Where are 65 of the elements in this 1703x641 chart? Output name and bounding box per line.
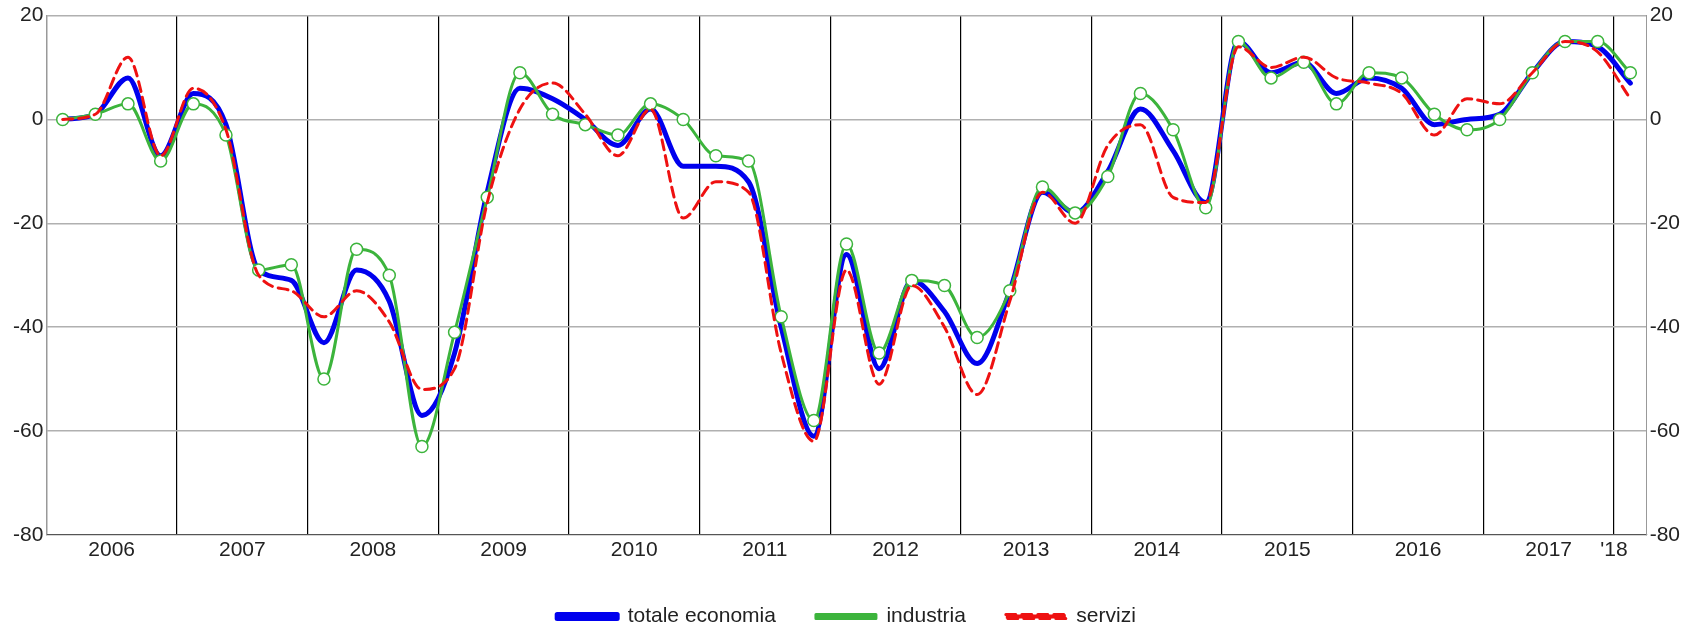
x-tick-label: 2009 [480,537,527,561]
y-tick-label: 20 [19,2,44,26]
point [1590,34,1605,49]
point [807,413,821,428]
point [121,97,135,111]
point [839,237,854,251]
point [382,268,397,282]
point [872,346,886,360]
point [153,154,168,168]
y-tick-label: -60 [12,417,44,441]
y-tick-label: -20 [12,210,44,234]
y-tick-label: -80 [12,521,44,545]
x-tick-label: 2012 [872,537,919,561]
legend-label: servizi [1076,603,1136,627]
y2-tick-label: -80 [1649,521,1681,545]
point [970,330,984,345]
y2-tick-label: -20 [1649,210,1681,234]
point [1460,123,1474,137]
point [1492,112,1507,127]
point [1166,123,1180,137]
point [1264,71,1278,85]
point [1068,206,1082,220]
point [1133,86,1148,101]
point [676,112,690,127]
point [545,107,560,121]
x-tick-label: 2016 [1394,537,1442,561]
point [905,273,919,288]
point [186,97,201,111]
x-tick-label: 2008 [349,537,397,561]
point [317,372,331,386]
y-tick-label: 0 [31,106,44,130]
point [643,97,658,111]
point [415,439,429,454]
point [774,309,788,324]
x-tick-label: 2010 [610,537,658,561]
y2-tick-label: -40 [1649,313,1681,337]
point [1362,65,1376,80]
point [741,154,756,168]
legend-label: industria [886,603,967,627]
point [1101,169,1115,184]
legend-label: totale economia [627,603,777,627]
point [284,258,299,272]
y2-tick-label: 0 [1649,106,1662,130]
point [513,65,527,80]
x-tick-label: 2011 [742,537,788,561]
point [709,149,723,163]
y2-tick-label: 20 [1649,2,1674,26]
point [447,325,462,340]
point [578,117,592,132]
point [1329,97,1344,111]
x-tick-label: '18 [1600,537,1628,561]
point [349,242,364,256]
x-tick-label: 2007 [218,537,266,561]
point [937,278,952,293]
point [1427,107,1442,121]
x-tick-label: 2014 [1133,537,1181,561]
x-tick-label: 2013 [1002,537,1050,561]
point [611,128,625,142]
point [1623,65,1638,80]
y2-tick-label: -60 [1649,417,1681,441]
point [1394,71,1409,85]
y-tick-label: -40 [12,313,44,337]
x-tick-label: 2017 [1525,537,1573,561]
x-tick-label: 2015 [1264,537,1311,561]
x-tick-label: 2006 [88,537,136,561]
